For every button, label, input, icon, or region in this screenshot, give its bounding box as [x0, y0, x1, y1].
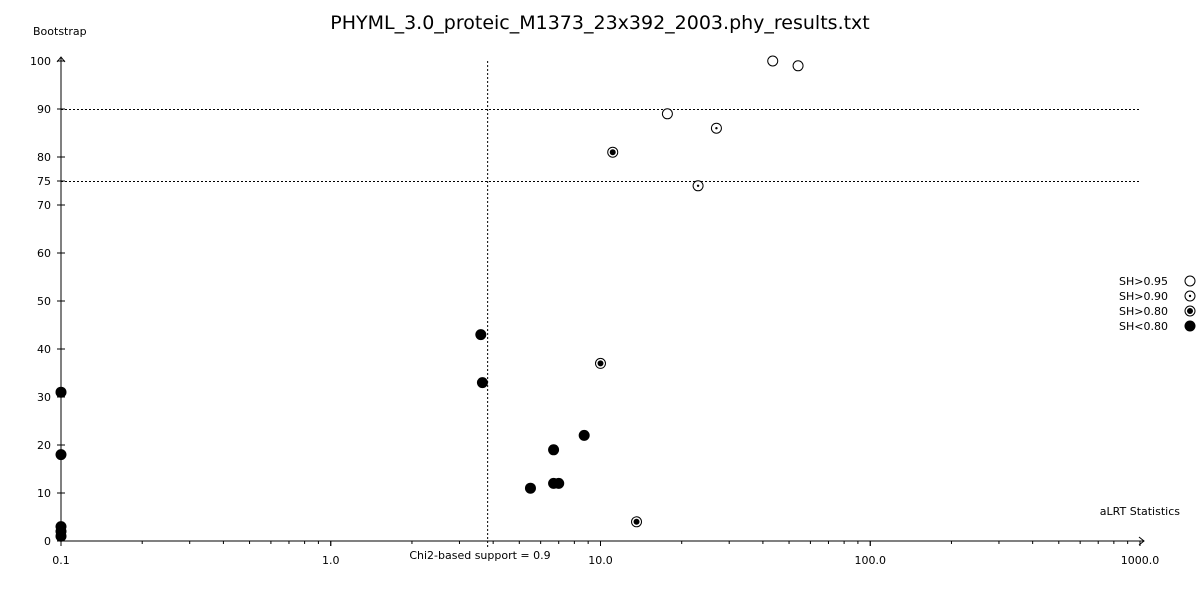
y-tick-label: 40 — [37, 343, 51, 356]
x-tick-label: 1.0 — [322, 554, 340, 567]
y-tick-label: 75 — [37, 175, 51, 188]
data-point — [767, 55, 779, 67]
x-tick-label: 10.0 — [588, 554, 613, 567]
data-point — [792, 60, 804, 72]
x-axis-label: aLRT Statistics — [1100, 505, 1180, 518]
marker-filled — [476, 377, 488, 389]
x-axis-ticks: 0.1 1.0 10.0 100.0 1000.0 — [52, 541, 1159, 567]
data-point — [692, 180, 704, 192]
data-point — [578, 429, 590, 441]
y-tick-label: 30 — [37, 391, 51, 404]
x-tick-label: 100.0 — [855, 554, 887, 567]
marker-outline — [661, 108, 673, 120]
data-point — [55, 449, 67, 461]
y-axis-label: Bootstrap — [33, 25, 87, 38]
marker-filled — [55, 449, 67, 461]
data-point — [595, 357, 606, 369]
marker-outline — [792, 60, 804, 72]
y-axis-ticks: 0 10 20 30 40 50 60 70 75 80 90 100 — [30, 55, 65, 548]
reference-lines — [61, 61, 1140, 548]
marker-center-dot — [1188, 294, 1192, 298]
legend-label: SH<0.80 — [1119, 320, 1168, 333]
chi2-support-label: Chi2-based support = 0.9 — [409, 549, 550, 562]
marker-filled — [475, 329, 487, 341]
marker-filled — [578, 429, 590, 441]
marker-center-fill — [633, 518, 640, 525]
marker-center-dot — [696, 184, 700, 187]
marker-filled — [548, 444, 560, 456]
legend-marker — [1184, 290, 1196, 302]
legend-marker — [1184, 305, 1196, 317]
legend-marker — [1184, 275, 1196, 287]
legend-label: SH>0.80 — [1119, 305, 1168, 318]
y-tick-label: 90 — [37, 103, 51, 116]
data-points — [55, 55, 804, 542]
x-tick-label: 0.1 — [52, 554, 70, 567]
marker-filled — [1184, 320, 1196, 332]
marker-filled — [55, 386, 67, 398]
data-point — [710, 122, 722, 134]
data-point — [553, 477, 565, 489]
data-point — [476, 377, 488, 389]
marker-outline — [767, 55, 779, 67]
marker-outline — [1184, 275, 1196, 287]
marker-filled — [55, 530, 67, 542]
data-point — [607, 146, 619, 158]
x-tick-label: 1000.0 — [1121, 554, 1160, 567]
y-axis-arrow — [56, 56, 66, 63]
y-tick-label: 10 — [37, 487, 51, 500]
data-point — [631, 516, 643, 528]
y-tick-label: 100 — [30, 55, 51, 68]
marker-center-fill — [1187, 308, 1193, 314]
marker-filled — [553, 477, 565, 489]
legend-marker — [1184, 320, 1196, 332]
axes — [56, 56, 1145, 546]
data-point — [661, 108, 673, 120]
y-tick-label: 60 — [37, 247, 51, 260]
marker-filled — [524, 482, 536, 494]
legend-label: SH>0.95 — [1119, 275, 1168, 288]
data-point — [55, 386, 67, 398]
data-point — [475, 329, 487, 341]
x-axis-arrow — [1138, 536, 1145, 546]
y-tick-label: 20 — [37, 439, 51, 452]
marker-center-fill — [609, 149, 616, 156]
legend: SH>0.95 SH>0.90 SH>0.80 SH<0.80 — [1119, 275, 1196, 333]
data-point — [548, 444, 560, 456]
marker-center-fill — [597, 360, 604, 367]
marker-center-dot — [715, 127, 718, 130]
y-tick-label: 50 — [37, 295, 51, 308]
data-point — [55, 530, 67, 542]
data-point — [524, 482, 536, 494]
chart-title: PHYML_3.0_proteic_M1373_23x392_2003.phy_… — [330, 12, 870, 34]
y-tick-label: 0 — [44, 535, 51, 548]
legend-label: SH>0.90 — [1119, 290, 1168, 303]
y-tick-label: 80 — [37, 151, 51, 164]
y-tick-label: 70 — [37, 199, 51, 212]
